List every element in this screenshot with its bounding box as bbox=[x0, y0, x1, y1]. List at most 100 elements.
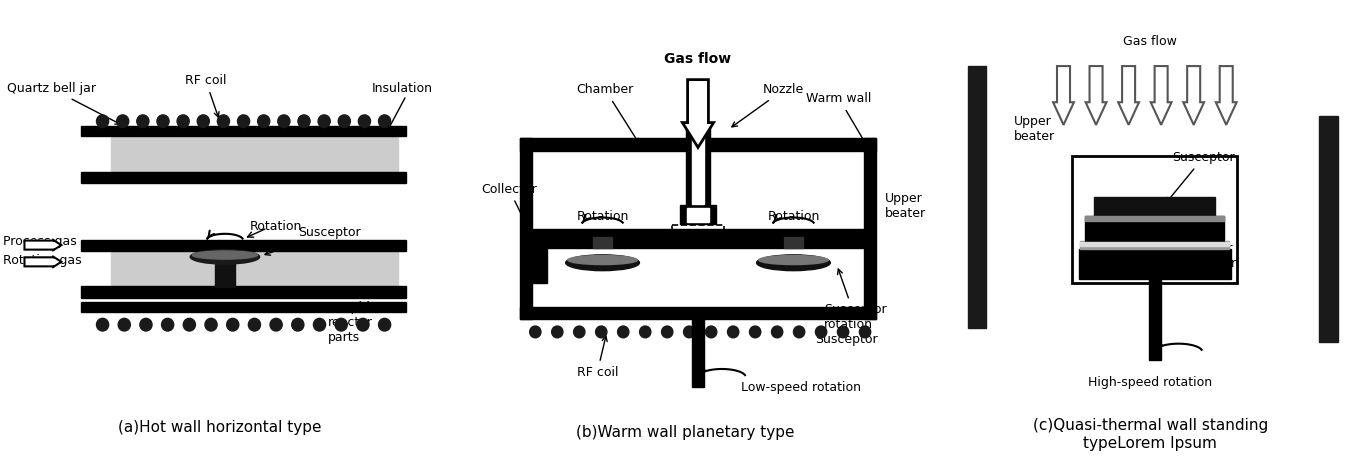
Bar bbox=[692, 127, 704, 204]
Text: Chamber: Chamber bbox=[577, 83, 640, 144]
Bar bbox=[215, 260, 234, 287]
Bar bbox=[1080, 241, 1229, 249]
Text: Insulation: Insulation bbox=[371, 82, 433, 95]
Text: Process gas: Process gas bbox=[3, 235, 77, 248]
Circle shape bbox=[96, 318, 108, 331]
Circle shape bbox=[338, 115, 351, 128]
Text: Rotation: Rotation bbox=[251, 220, 303, 233]
Bar bbox=[593, 236, 612, 248]
Circle shape bbox=[96, 115, 108, 128]
Bar bbox=[680, 205, 717, 224]
FancyArrow shape bbox=[1151, 66, 1171, 125]
Circle shape bbox=[662, 326, 673, 338]
FancyArrow shape bbox=[682, 80, 714, 147]
Circle shape bbox=[859, 326, 871, 338]
Bar bbox=[686, 125, 710, 206]
Text: Gas flow: Gas flow bbox=[664, 52, 732, 66]
Text: (b)Warm wall planetary type: (b)Warm wall planetary type bbox=[575, 425, 795, 440]
Bar bbox=[863, 138, 875, 319]
Bar bbox=[1148, 276, 1160, 360]
Circle shape bbox=[574, 326, 585, 338]
Bar bbox=[111, 251, 397, 287]
Bar bbox=[81, 302, 407, 312]
Circle shape bbox=[177, 115, 189, 128]
Bar bbox=[81, 172, 407, 183]
Text: Susceptor: Susceptor bbox=[815, 333, 878, 346]
Circle shape bbox=[314, 318, 326, 331]
Circle shape bbox=[618, 326, 629, 338]
Bar bbox=[521, 306, 875, 319]
FancyArrow shape bbox=[1118, 66, 1138, 125]
Text: (c)Quasi-thermal wall standing
typeLorem Ipsum: (c)Quasi-thermal wall standing typeLorem… bbox=[1033, 418, 1267, 451]
Circle shape bbox=[116, 115, 129, 128]
Bar bbox=[1085, 216, 1223, 221]
Circle shape bbox=[137, 115, 149, 128]
Text: Warm wall: Warm wall bbox=[807, 92, 874, 157]
Text: Nozzle: Nozzle bbox=[732, 83, 804, 127]
Circle shape bbox=[237, 115, 249, 128]
Bar bbox=[81, 126, 407, 136]
Bar bbox=[81, 286, 407, 298]
FancyArrow shape bbox=[1054, 66, 1074, 125]
Circle shape bbox=[793, 326, 804, 338]
Circle shape bbox=[336, 318, 347, 331]
Circle shape bbox=[140, 318, 152, 331]
FancyArrow shape bbox=[25, 257, 62, 267]
Bar bbox=[81, 240, 407, 251]
Text: Collector: Collector bbox=[481, 183, 540, 252]
Bar bbox=[692, 310, 704, 387]
Circle shape bbox=[118, 318, 130, 331]
Bar bbox=[521, 138, 533, 319]
Bar bbox=[521, 138, 875, 151]
Circle shape bbox=[359, 115, 370, 128]
Circle shape bbox=[158, 115, 169, 128]
Bar bbox=[111, 136, 397, 172]
Ellipse shape bbox=[759, 256, 829, 265]
Circle shape bbox=[162, 318, 174, 331]
Bar bbox=[1093, 197, 1215, 216]
Circle shape bbox=[771, 326, 782, 338]
Ellipse shape bbox=[567, 256, 637, 265]
Circle shape bbox=[258, 115, 270, 128]
Circle shape bbox=[596, 326, 607, 338]
Circle shape bbox=[218, 115, 230, 128]
Bar bbox=[1085, 216, 1223, 241]
Circle shape bbox=[297, 115, 310, 128]
Text: Susceptor: Susceptor bbox=[264, 226, 360, 255]
Text: Upper
beater: Upper beater bbox=[1014, 115, 1055, 143]
Circle shape bbox=[356, 318, 369, 331]
Circle shape bbox=[727, 326, 738, 338]
Ellipse shape bbox=[190, 250, 260, 264]
Circle shape bbox=[248, 318, 260, 331]
Bar bbox=[969, 66, 986, 328]
FancyArrow shape bbox=[1085, 66, 1107, 125]
Text: (a)Hot wall horizontal type: (a)Hot wall horizontal type bbox=[118, 420, 322, 435]
Text: RF coil: RF coil bbox=[577, 336, 618, 379]
Text: Lower
heater: Lower heater bbox=[1196, 242, 1237, 270]
Circle shape bbox=[552, 326, 563, 338]
Bar bbox=[1080, 242, 1229, 246]
Circle shape bbox=[749, 326, 760, 338]
FancyArrow shape bbox=[1184, 66, 1204, 125]
FancyArrow shape bbox=[1215, 66, 1237, 125]
Circle shape bbox=[378, 318, 390, 331]
Circle shape bbox=[226, 318, 238, 331]
Circle shape bbox=[206, 318, 216, 331]
Bar bbox=[1078, 249, 1230, 278]
Bar bbox=[533, 229, 863, 248]
Text: Susceptor: Susceptor bbox=[1166, 151, 1234, 203]
Circle shape bbox=[530, 326, 541, 338]
Circle shape bbox=[378, 115, 390, 128]
Ellipse shape bbox=[566, 255, 640, 271]
Circle shape bbox=[197, 115, 210, 128]
Text: Upper
beater: Upper beater bbox=[885, 192, 926, 220]
Circle shape bbox=[270, 318, 282, 331]
Circle shape bbox=[292, 318, 304, 331]
Text: Rotation gas: Rotation gas bbox=[3, 254, 81, 267]
Text: Quartz bell jar: Quartz bell jar bbox=[7, 82, 121, 124]
Bar bbox=[686, 207, 710, 222]
Circle shape bbox=[278, 115, 290, 128]
FancyArrow shape bbox=[25, 240, 62, 250]
Bar bbox=[1319, 116, 1337, 342]
Text: High-speed rotation: High-speed rotation bbox=[1088, 376, 1212, 389]
